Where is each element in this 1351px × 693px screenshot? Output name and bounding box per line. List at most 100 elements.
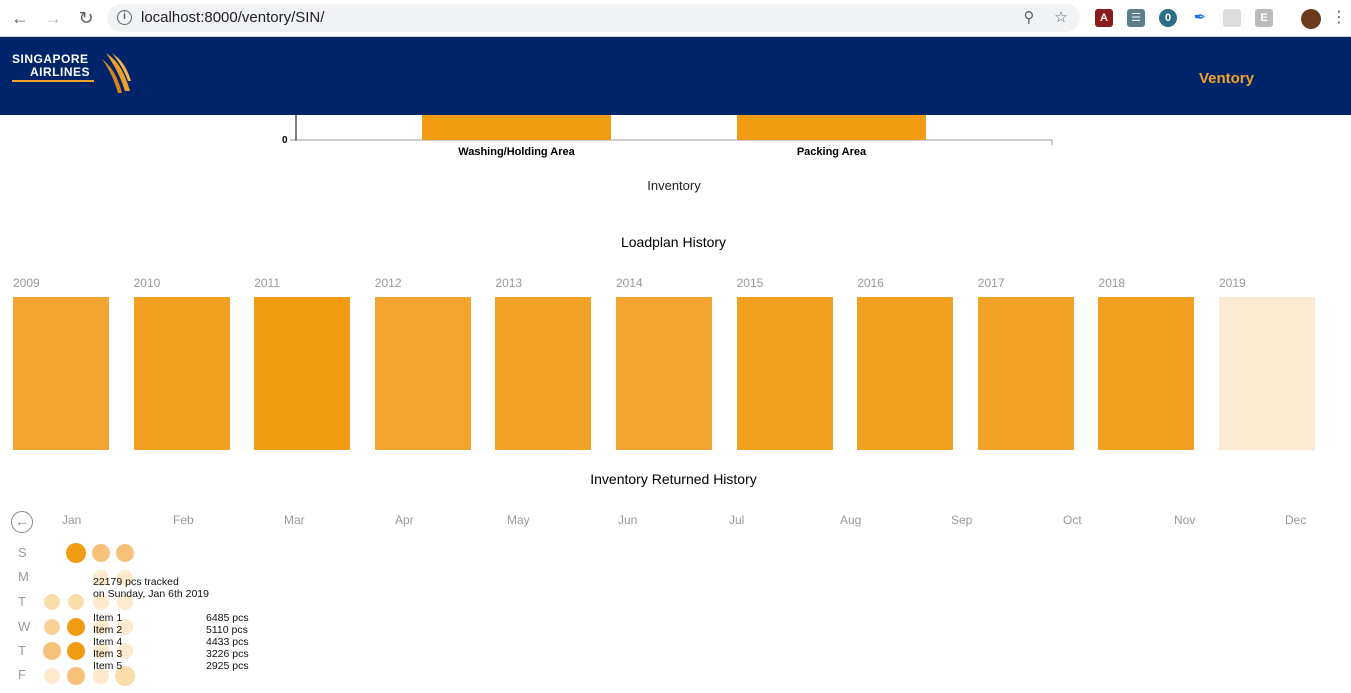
extension-icon[interactable] [1223, 9, 1241, 27]
year-label: 2009 [13, 276, 40, 290]
calendar-day-dot[interactable] [43, 642, 61, 660]
app-header: SINGAPORE AIRLINES Ventory [0, 37, 1351, 115]
zoom-icon[interactable]: ⚲ [1023, 9, 1035, 26]
extension-badge-icon[interactable]: 0 [1159, 9, 1177, 27]
bar-washing-holding[interactable] [422, 115, 611, 140]
month-label: Jun [618, 513, 638, 527]
year-column[interactable]: 2016 [857, 276, 954, 450]
back-arrow-icon[interactable]: ← [11, 511, 33, 533]
extension-e-icon[interactable]: E [1255, 9, 1273, 27]
calendar-day-dot[interactable] [68, 594, 84, 610]
year-label: 2019 [1219, 276, 1246, 290]
weekday-label: M [18, 569, 29, 584]
calendar-day-dot[interactable] [93, 570, 109, 586]
year-column[interactable]: 2011 [254, 276, 351, 450]
calendar-day-dot[interactable] [67, 642, 85, 660]
brand-name[interactable]: Ventory [1198, 70, 1254, 87]
weekday-label: F [18, 667, 26, 682]
extension-e-label: E [1260, 12, 1268, 24]
chart-caption: Inventory [647, 178, 701, 193]
tooltip-item-value: 5110 pcs [206, 624, 248, 636]
year-bar[interactable] [133, 297, 230, 450]
tooltip-item-row: Item 4 4433 pcs [93, 636, 253, 648]
calendar-day-dot[interactable] [117, 594, 133, 610]
year-label: 2017 [977, 276, 1005, 290]
pen-extension-icon[interactable]: ✒ [1193, 9, 1207, 26]
weekday-label: T [18, 643, 26, 658]
calendar-day-dot[interactable] [67, 667, 85, 685]
menu-icon[interactable]: ⋮ [1331, 9, 1347, 26]
calendar-day-dot[interactable] [117, 570, 133, 586]
year-column[interactable]: 2019 [1219, 276, 1315, 450]
bird-logo-icon [102, 53, 131, 93]
year-bar[interactable] [736, 297, 833, 450]
year-label: 2010 [133, 276, 161, 290]
month-label: Jan [62, 513, 82, 527]
year-column[interactable]: 2015 [736, 276, 833, 450]
year-bar[interactable] [857, 297, 954, 450]
year-column[interactable]: 2009 [13, 276, 109, 450]
logo-line1: SINGAPORE [12, 52, 89, 66]
year-column[interactable]: 2012 [374, 276, 471, 450]
tooltip-total: 22179 pcs tracked [93, 576, 179, 588]
year-bar[interactable] [1098, 297, 1195, 450]
extension-badge-count: 0 [1164, 12, 1172, 24]
forward-icon[interactable]: → [44, 8, 62, 28]
tooltip-date: on Sunday, Jan 6th 2019 [93, 588, 209, 600]
calendar-day-dot[interactable] [93, 594, 109, 610]
calendar-day-dot[interactable] [117, 643, 133, 659]
calendar-day-dot[interactable] [93, 668, 109, 684]
calendar-day-dot[interactable] [116, 544, 134, 562]
year-bar[interactable] [1219, 297, 1315, 450]
pdf-extension-icon[interactable]: A [1095, 9, 1113, 27]
year-label: 2014 [616, 276, 643, 290]
tooltip-item-name: Item 4 [93, 636, 123, 648]
calendar-day-dot[interactable] [93, 619, 109, 635]
year-column[interactable]: 2010 [133, 276, 230, 450]
calendar-day-dot[interactable] [115, 666, 135, 686]
year-column[interactable]: 2017 [977, 276, 1074, 450]
calendar-day-dot[interactable] [66, 543, 86, 563]
bookmark-star-icon[interactable]: ☆ [1054, 9, 1068, 26]
year-column[interactable]: 2014 [616, 276, 712, 450]
address-bar[interactable]: i localhost:8000/ventory/SIN/ ⚲ ☆ [107, 4, 1080, 32]
tooltip-item-value: 2925 pcs [206, 660, 249, 672]
year-column[interactable]: 2018 [1098, 276, 1195, 450]
tooltip-item-value: 6485 pcs [206, 612, 249, 624]
back-icon[interactable]: ← [11, 8, 29, 28]
bar-packing[interactable] [737, 115, 926, 140]
logo-line2: AIRLINES [30, 65, 91, 79]
year-bar[interactable] [374, 297, 471, 450]
year-bar[interactable] [13, 297, 109, 450]
year-label: 2016 [857, 276, 884, 290]
calendar-day-dot[interactable] [92, 544, 110, 562]
year-bar[interactable] [495, 297, 592, 450]
year-bar[interactable] [977, 297, 1074, 450]
profile-avatar[interactable] [1301, 9, 1321, 29]
reload-icon[interactable]: ↻ [78, 8, 94, 28]
singapore-airlines-logo[interactable]: SINGAPORE AIRLINES [12, 52, 131, 93]
tooltip-item-value: 3226 pcs [206, 648, 249, 660]
month-label: Nov [1174, 513, 1196, 527]
calendar-day-dot[interactable] [117, 619, 133, 635]
calendar-day-dot[interactable] [44, 668, 60, 684]
calendar-day-dot[interactable] [44, 594, 60, 610]
calendar-day-dot[interactable] [67, 618, 85, 636]
tooltip-item-row: Item 1 6485 pcs [93, 612, 253, 624]
inventory-bar-chart: 0 Washing/Holding Area Packing Area Inve… [0, 115, 1351, 205]
tooltip-item-name: Item 1 [93, 612, 123, 624]
logo-underline [12, 80, 94, 82]
year-bar[interactable] [254, 297, 351, 450]
tooltip-item-name: Item 5 [93, 660, 123, 672]
address-url[interactable]: localhost:8000/ventory/SIN/ [141, 9, 325, 26]
y-tick-zero: 0 [282, 135, 288, 146]
year-bar[interactable] [616, 297, 712, 450]
browser-toolbar: ← → ↻ i localhost:8000/ventory/SIN/ ⚲ ☆ … [0, 0, 1351, 37]
site-info-icon[interactable]: i [117, 10, 132, 25]
calendar-day-dot[interactable] [93, 643, 109, 659]
year-column[interactable]: 2013 [495, 276, 592, 450]
day-tooltip: 22179 pcs tracked on Sunday, Jan 6th 201… [93, 576, 263, 672]
extension-icon[interactable]: ☰ [1127, 9, 1145, 27]
calendar-day-dot[interactable] [44, 619, 60, 635]
tooltip-item-row: Item 2 5110 pcs [93, 624, 253, 636]
